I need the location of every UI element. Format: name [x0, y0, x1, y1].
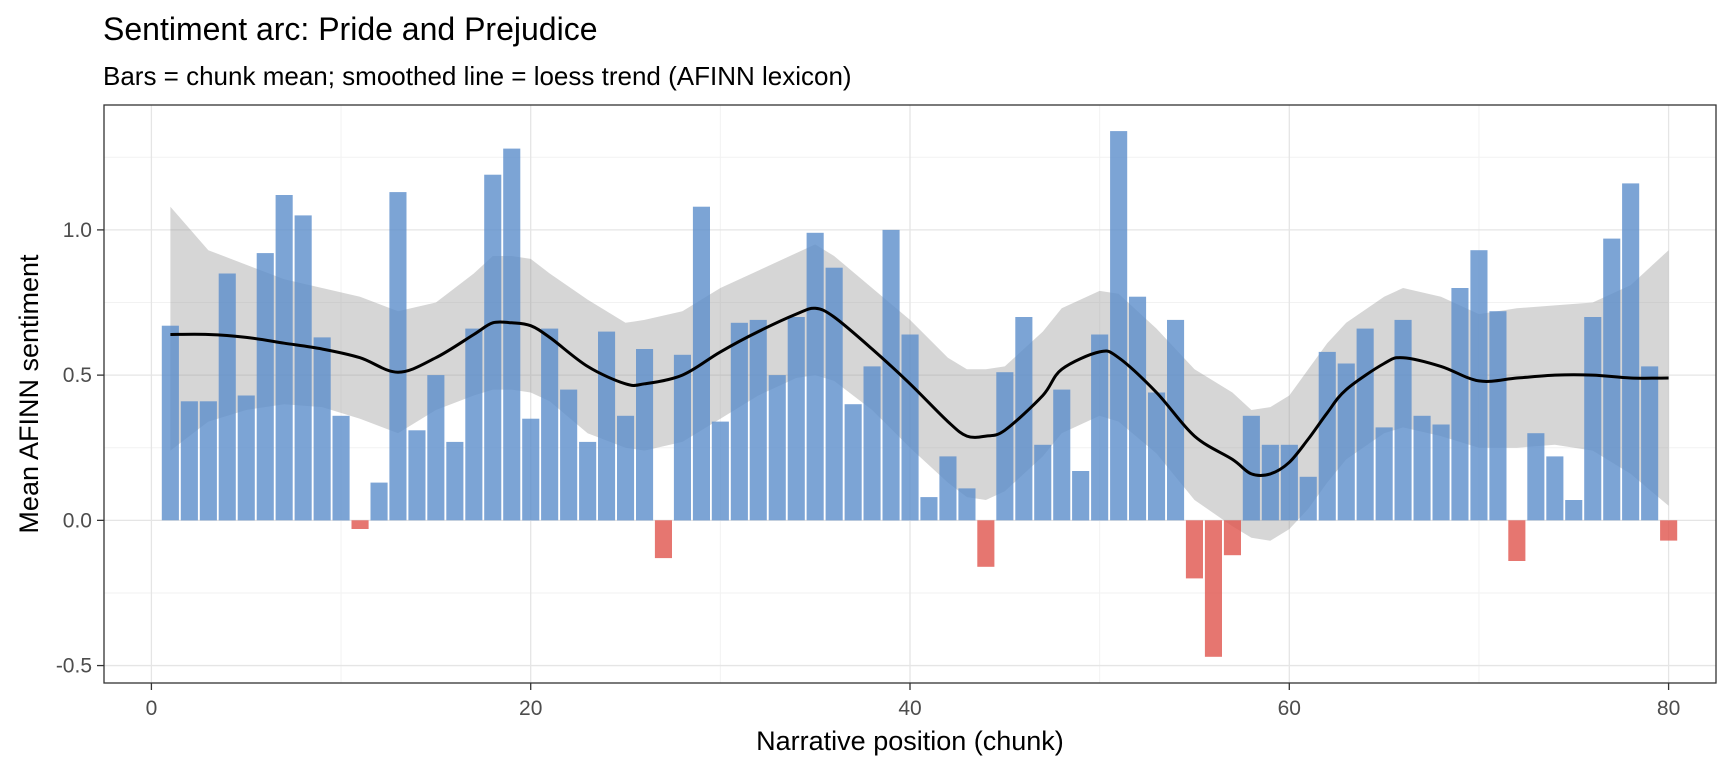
- bar-chunk-10: [332, 415, 350, 521]
- bar-chunk-15: [427, 375, 445, 521]
- bar-chunk-21: [541, 328, 559, 521]
- bar-chunk-79: [1641, 366, 1659, 521]
- bar-chunk-54: [1167, 319, 1185, 521]
- bar-chunk-78: [1622, 183, 1640, 521]
- bar-chunk-58: [1242, 415, 1260, 521]
- x-tick-label: 0: [146, 697, 158, 720]
- bar-chunk-49: [1072, 471, 1090, 521]
- bar-chunk-51: [1110, 131, 1128, 521]
- bar-chunk-50: [1091, 334, 1109, 521]
- bar-chunk-46: [1015, 317, 1033, 521]
- bar-chunk-74: [1546, 456, 1564, 521]
- bar-chunk-52: [1129, 296, 1147, 521]
- bar-chunk-72: [1508, 520, 1526, 561]
- bar-chunk-24: [598, 331, 616, 521]
- bar-chunk-16: [446, 441, 464, 521]
- x-tick-label: 20: [519, 697, 542, 720]
- bar-chunk-18: [484, 174, 502, 521]
- bar-chunk-39: [882, 229, 900, 521]
- bar-chunk-31: [730, 322, 748, 521]
- bar-chunk-67: [1413, 415, 1431, 521]
- bar-chunk-61: [1299, 476, 1317, 521]
- bar-chunk-26: [636, 349, 654, 521]
- bar-chunk-13: [389, 192, 407, 521]
- x-axis-title: Narrative position (chunk): [756, 726, 1064, 756]
- bar-chunk-5: [237, 395, 255, 521]
- bar-chunk-20: [522, 418, 540, 521]
- bar-chunk-47: [1034, 444, 1052, 521]
- bar-chunk-48: [1053, 389, 1071, 521]
- bar-chunk-63: [1337, 363, 1355, 521]
- bar-chunk-75: [1565, 500, 1583, 521]
- y-tick-label: -0.5: [56, 655, 92, 678]
- bar-chunk-73: [1527, 433, 1545, 521]
- bar-chunk-25: [617, 415, 635, 521]
- bar-chunk-80: [1660, 520, 1678, 541]
- bar-chunk-3: [199, 401, 217, 521]
- bar-chunk-56: [1204, 520, 1222, 657]
- y-tick-label: 1.0: [63, 219, 92, 242]
- bar-chunk-8: [294, 215, 312, 521]
- bar-chunk-60: [1280, 444, 1298, 521]
- bar-chunk-27: [654, 520, 672, 559]
- bar-chunk-70: [1470, 250, 1488, 521]
- bar-chunk-76: [1584, 317, 1602, 521]
- bar-chunk-71: [1489, 311, 1507, 521]
- bar-chunk-55: [1185, 520, 1203, 579]
- bar-chunk-30: [711, 421, 729, 521]
- bar-chunk-68: [1432, 424, 1450, 521]
- bar-chunk-14: [408, 430, 426, 521]
- bar-chunk-77: [1603, 238, 1621, 521]
- chart-subtitle: Bars = chunk mean; smoothed line = loess…: [103, 61, 852, 91]
- bar-chunk-41: [920, 497, 938, 521]
- bar-chunk-65: [1375, 427, 1393, 521]
- bar-chunk-1: [161, 325, 179, 521]
- bar-chunk-43: [958, 488, 976, 521]
- bar-chunk-44: [977, 520, 995, 567]
- bar-chunk-66: [1394, 319, 1412, 521]
- bar-chunk-22: [560, 389, 578, 521]
- bar-chunk-45: [996, 372, 1014, 521]
- bar-chunk-42: [939, 456, 957, 521]
- bar-chunk-17: [465, 328, 483, 521]
- bar-chunk-2: [180, 401, 198, 521]
- bar-chunk-9: [313, 337, 331, 521]
- y-tick-label: 0.5: [63, 364, 92, 387]
- x-tick-label: 80: [1657, 697, 1680, 720]
- chart-title: Sentiment arc: Pride and Prejudice: [103, 11, 597, 47]
- bar-chunk-57: [1223, 520, 1241, 556]
- bar-chunk-69: [1451, 288, 1469, 521]
- bar-chunk-7: [275, 195, 293, 521]
- bar-chunk-38: [863, 366, 881, 521]
- bar-chunk-64: [1356, 328, 1374, 521]
- bar-chunk-6: [256, 253, 274, 521]
- bar-chunk-40: [901, 334, 919, 521]
- loess-trend-line: [170, 306, 1669, 478]
- bar-chunk-36: [825, 267, 843, 521]
- bar-chunk-37: [844, 404, 862, 521]
- bar-chunk-35: [806, 232, 824, 521]
- bar-chunk-59: [1261, 444, 1279, 521]
- y-tick-label: 0.0: [63, 509, 92, 532]
- bar-chunk-32: [749, 319, 767, 521]
- bar-chunk-12: [370, 482, 388, 521]
- axes: 0 20 40 60 80 -0.5 0.0 0.5 1.0: [56, 219, 1680, 720]
- bar-chunk-4: [218, 273, 236, 521]
- x-tick-label: 40: [898, 697, 921, 720]
- bar-chunk-62: [1318, 351, 1336, 521]
- bar-chunk-11: [351, 520, 369, 529]
- bar-chunk-28: [673, 354, 691, 521]
- bars: [161, 131, 1678, 657]
- trend-line-group: [170, 306, 1669, 478]
- bar-chunk-33: [768, 375, 786, 521]
- bar-chunk-19: [503, 148, 521, 521]
- bar-chunk-23: [579, 441, 597, 521]
- x-tick-label: 60: [1278, 697, 1301, 720]
- bar-chunk-34: [787, 317, 805, 521]
- y-axis-title: Mean AFINN sentiment: [14, 254, 44, 534]
- bar-chunk-53: [1148, 392, 1166, 521]
